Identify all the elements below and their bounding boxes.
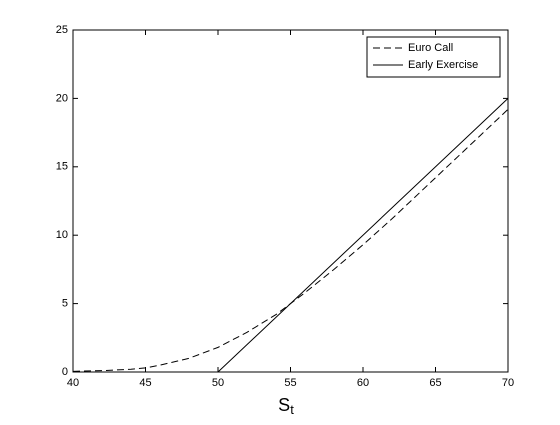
x-tick-label: 60 (357, 377, 369, 389)
y-tick-label: 5 (62, 298, 68, 310)
x-tick-label: 50 (212, 377, 224, 389)
x-tick-label: 70 (502, 377, 514, 389)
legend-label: Euro Call (408, 42, 453, 54)
y-tick-label: 10 (56, 229, 68, 241)
x-tick-label: 45 (139, 377, 151, 389)
series-line (73, 98, 509, 373)
y-tick-label: 15 (56, 161, 68, 173)
x-axis-label-base: S (278, 395, 290, 415)
x-tick-label: 40 (67, 377, 79, 389)
legend-box (366, 36, 501, 78)
x-tick-label: 55 (284, 377, 296, 389)
x-axis-label-subscript: t (290, 402, 294, 417)
x-axis-label: St (278, 395, 294, 418)
plot-area (72, 29, 509, 373)
y-tick-label: 25 (56, 24, 68, 36)
y-tick-label: 20 (56, 92, 68, 104)
legend-label: Early Exercise (408, 59, 478, 71)
x-tick-label: 65 (429, 377, 441, 389)
y-tick-label: 0 (62, 366, 68, 378)
